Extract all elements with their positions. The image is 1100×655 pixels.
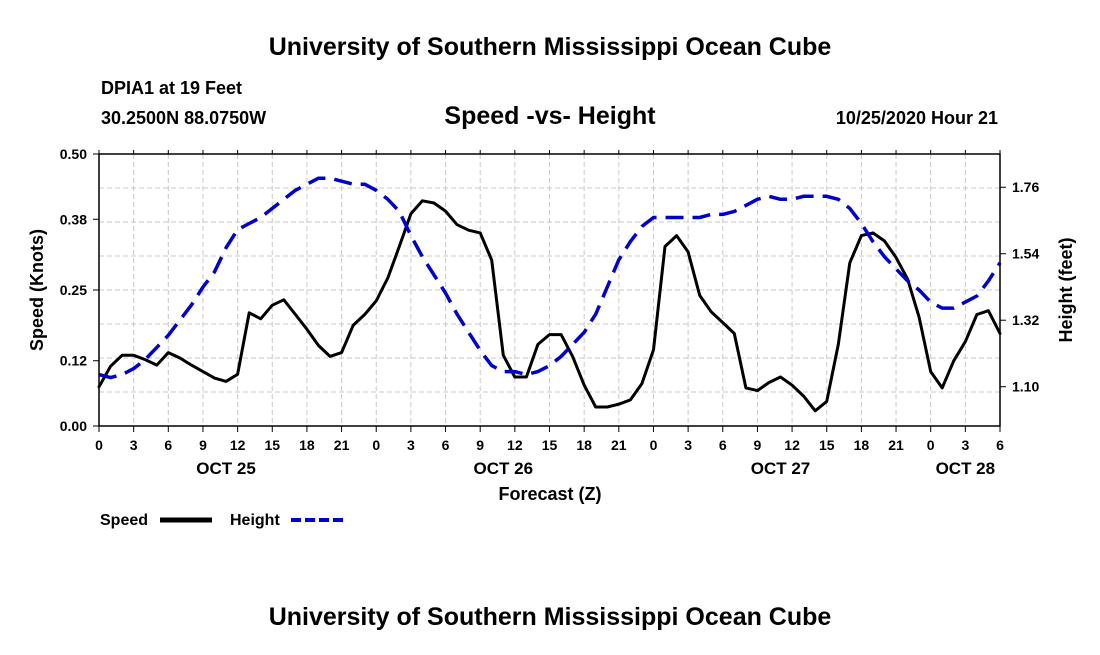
x-tick-label: 12 — [784, 437, 800, 453]
x-tick-label: 18 — [576, 437, 592, 453]
x-tick-label: 12 — [230, 437, 246, 453]
x-day-label: OCT 28 — [936, 459, 996, 478]
y-axis-label: Speed (Knots) — [27, 229, 47, 351]
x-tick-label: 3 — [130, 437, 138, 453]
x-day-label: OCT 25 — [196, 459, 256, 478]
y2-tick-label: 1.76 — [1012, 179, 1039, 195]
footer-title: University of Southern Mississippi Ocean… — [269, 603, 832, 631]
x-tick-label: 6 — [164, 437, 172, 453]
y2-tick-label: 1.10 — [1012, 379, 1039, 395]
x-tick-label: 6 — [442, 437, 450, 453]
x-tick-label: 12 — [507, 437, 523, 453]
x-tick-label: 18 — [854, 437, 870, 453]
x-tick-label: 6 — [996, 437, 1004, 453]
datetime-label: 10/25/2020 Hour 21 — [836, 108, 998, 128]
x-tick-label: 15 — [264, 437, 280, 453]
x-tick-label: 6 — [719, 437, 727, 453]
legend-height-label: Height — [230, 512, 280, 529]
x-tick-label: 0 — [650, 437, 658, 453]
x-tick-label: 9 — [476, 437, 484, 453]
x-tick-label: 15 — [542, 437, 558, 453]
x-tick-label: 21 — [334, 437, 350, 453]
x-tick-label: 9 — [754, 437, 762, 453]
station-label: DPIA1 at 19 Feet — [101, 78, 242, 98]
x-tick-label: 9 — [199, 437, 207, 453]
series-layer — [97, 176, 1002, 413]
y-tick-label: 0.12 — [60, 353, 87, 369]
series-line-height — [98, 176, 1002, 380]
x-day-label: OCT 27 — [751, 459, 811, 478]
y-tick-label: 0.25 — [60, 282, 87, 298]
location-label: 30.2500N 88.0750W — [101, 108, 266, 128]
legend-speed-label: Speed — [100, 512, 148, 529]
chart-title: Speed -vs- Height — [444, 102, 656, 130]
x-tick-label: 15 — [819, 437, 835, 453]
y2-axis-label: Height (feet) — [1056, 238, 1076, 343]
x-tick-label: 21 — [611, 437, 627, 453]
x-tick-label: 18 — [299, 437, 315, 453]
x-tick-label: 21 — [888, 437, 904, 453]
x-day-label: OCT 26 — [474, 459, 534, 478]
x-tick-label: 3 — [407, 437, 415, 453]
x-axis-label: Forecast (Z) — [498, 484, 601, 504]
legend: Speed Height — [100, 512, 343, 529]
y2-tick-label: 1.32 — [1012, 312, 1039, 328]
grid — [99, 154, 1000, 426]
page-title: University of Southern Mississippi Ocean… — [269, 33, 832, 61]
axes: 0 3 6 9 12 15 18 21 0 3 6 9 12 15 18 21 0 3 6 9 12 15 18 21 0 3 6O… — [60, 146, 1040, 478]
x-tick-label: 3 — [684, 437, 692, 453]
x-tick-label: 0 — [927, 437, 935, 453]
x-tick-label: 3 — [961, 437, 969, 453]
y-tick-label: 0.00 — [60, 418, 87, 434]
y-tick-label: 0.50 — [60, 146, 87, 162]
y2-tick-label: 1.54 — [1012, 246, 1039, 262]
series-line-speed — [97, 199, 1002, 413]
x-tick-label: 0 — [372, 437, 380, 453]
x-tick-label: 0 — [95, 437, 103, 453]
y-tick-label: 0.38 — [60, 211, 87, 227]
